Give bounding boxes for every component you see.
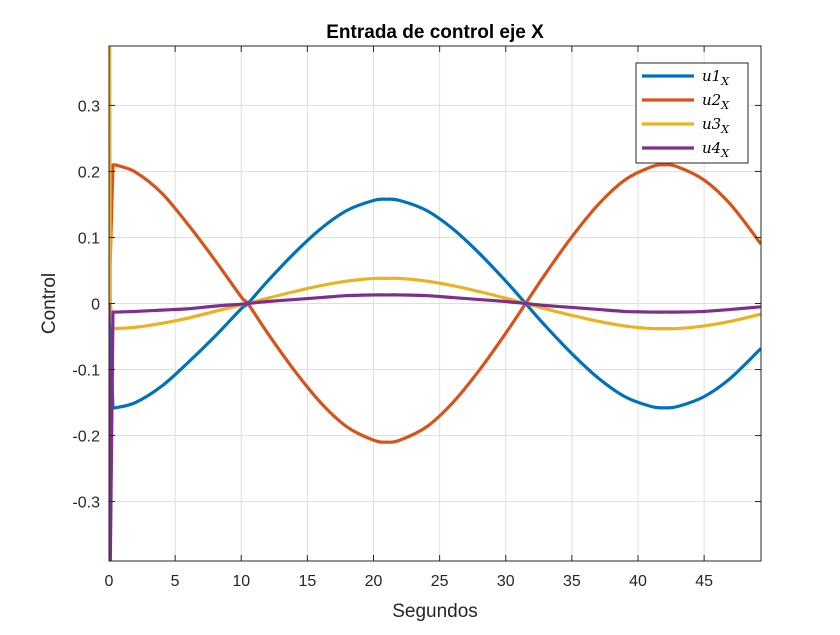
y-tick-label: 0.1 [78,230,100,247]
x-tick-label: 25 [431,573,449,590]
grid [108,46,761,561]
y-tick-label: -0.3 [72,495,100,512]
x-tick-label: 20 [365,573,383,590]
series-line-u3 [109,46,761,331]
x-tick-label: 10 [232,573,250,590]
x-tick-label: 35 [563,573,581,590]
chart-title: Entrada de control eje X [326,22,544,43]
legend-label-main: u1 [702,67,721,85]
y-axis-label: Control [39,273,60,334]
y-tick-label: 0.3 [78,98,100,115]
legend-box [635,62,749,164]
axis-ticks: 0 5 10 15 20 25 30 35 40 45 -0.3 -0.2 -0.1 0 0.1 0.2 0.3 [72,46,761,590]
y-tick-label: -0.2 [72,429,100,446]
y-tick-label: 0 [91,297,100,314]
legend-label-main: u4 [702,139,721,157]
y-tick-label: 0.2 [78,164,100,181]
x-tick-label: 30 [497,573,515,590]
series-line-u1 [109,197,761,410]
legend-label-subscript: X [720,99,730,112]
x-tick-label: 0 [105,573,114,590]
series-line-u2 [109,163,761,444]
legend-label-subscript: X [720,75,730,88]
legend-label-main: u2 [702,91,721,109]
x-axis-label: Segundos [392,601,478,622]
legend-label-subscript: X [720,147,730,160]
legend-label-main: u3 [702,115,721,133]
x-tick-label: 15 [298,573,316,590]
legend-label-subscript: X [720,123,730,136]
series-line-u4 [109,293,761,561]
legend-label-u3: u3X [702,115,730,136]
y-tick-label: -0.1 [72,363,100,380]
legend-label-u2: u2X [702,91,730,112]
legend-label-u4: u4X [702,139,730,160]
legend-label-u1: u1X [702,67,730,88]
x-tick-label: 40 [629,573,647,590]
x-tick-label: 45 [695,573,713,590]
x-tick-label: 5 [171,573,180,590]
series-lines [109,46,761,561]
